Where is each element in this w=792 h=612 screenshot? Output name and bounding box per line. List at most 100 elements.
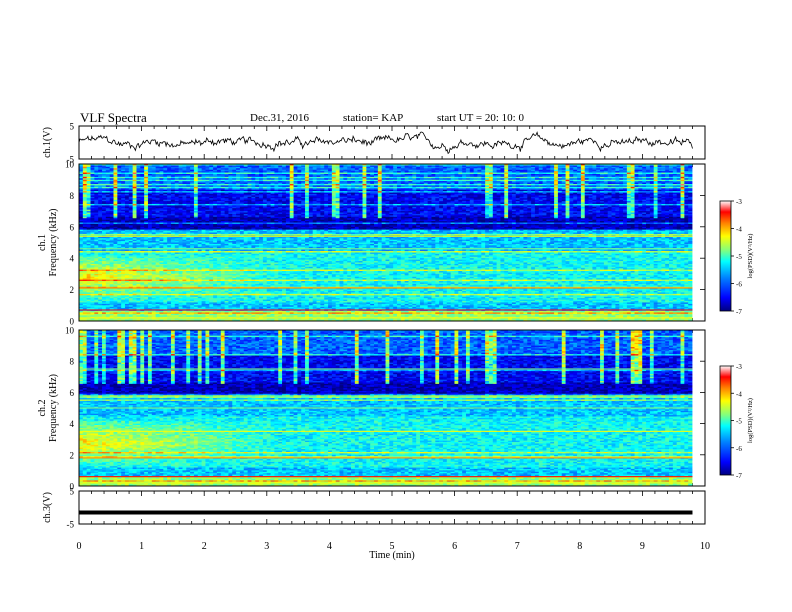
spectrogram-cell [370, 182, 375, 185]
spectrogram-cell [182, 164, 187, 166]
spectrogram-cell [396, 175, 402, 178]
spectrogram-cell [289, 183, 294, 186]
spectrogram-cell [596, 176, 601, 179]
spectrogram-cell [354, 165, 360, 168]
spectrogram-cell [155, 166, 160, 169]
spectrogram-cell [136, 166, 141, 169]
spectrogram-cell [147, 181, 153, 183]
spectrogram-cell [297, 165, 302, 168]
spectrogram-cell [285, 165, 291, 168]
spectrogram-cell [676, 171, 681, 173]
spectrogram-cell [534, 175, 540, 178]
spectrogram-cell [638, 164, 643, 166]
spectrogram-cell [255, 164, 260, 166]
spectrogram-cell [465, 181, 471, 183]
spectrogram-cell [542, 185, 547, 188]
spectrogram-cell [592, 172, 597, 175]
spectrogram-cell [354, 166, 360, 169]
spectrogram-cell [446, 172, 452, 175]
spectrogram-cell [416, 176, 421, 179]
spectrogram-cell [320, 175, 325, 178]
spectrogram-cell [680, 166, 685, 169]
spectrogram-cell [220, 183, 225, 186]
spectrogram-cell [573, 165, 578, 168]
spectrogram-cell [446, 165, 452, 168]
spectrogram-cell [389, 179, 394, 182]
spectrogram-cell [515, 164, 520, 166]
spectrogram-cell [454, 173, 459, 176]
spectrogram-cell [477, 179, 482, 182]
spectrogram-cell [197, 169, 202, 172]
spectrogram-cell [305, 176, 310, 179]
spectrogram-cell [201, 164, 206, 166]
spectrogram-cell [665, 183, 670, 186]
spectrogram-cell [201, 178, 206, 181]
spectrogram-cell [458, 169, 463, 172]
spectrogram-cell [374, 164, 379, 166]
spectrogram-cell [354, 183, 360, 186]
spectrogram-cell [228, 183, 233, 186]
spectrogram-cell [523, 176, 528, 179]
spectrogram-cell [419, 182, 425, 185]
spectrogram-cell [243, 179, 248, 182]
spectrogram-cell [377, 176, 383, 179]
spectrogram-cell [320, 183, 325, 186]
spectrogram-cell [174, 169, 180, 172]
spectrogram-cell [293, 165, 298, 168]
spectrogram-cell [328, 176, 333, 179]
spectrogram-cell [316, 166, 321, 169]
spectrogram-cell [615, 168, 620, 171]
spectrogram-cell [665, 172, 670, 175]
spectrogram-cell [167, 173, 172, 176]
spectrogram-cell [79, 178, 84, 181]
spectrogram-cell [485, 168, 490, 171]
spectrogram-cell [431, 179, 436, 182]
spectrogram-cell [343, 169, 348, 172]
spectrogram-cell [312, 173, 317, 176]
spectrogram-cell [423, 168, 429, 171]
spectrogram-cell [167, 169, 172, 172]
spectrogram-cell [611, 181, 616, 183]
spectrogram-cell [236, 172, 241, 175]
spectrogram-cell [508, 176, 513, 179]
spectrogram-cell [416, 179, 421, 182]
spectrogram-cell [584, 172, 589, 175]
spectrogram-cell [170, 182, 176, 185]
spectrogram-cell [354, 178, 360, 181]
spectrogram-cell [596, 171, 601, 173]
spectrogram-cell [542, 178, 547, 181]
spectrogram-cell [358, 182, 363, 185]
spectrogram-cell [285, 185, 291, 188]
spectrogram-cell [285, 176, 291, 179]
spectrogram-cell [573, 183, 578, 186]
spectrogram-cell [580, 179, 586, 182]
spectrogram-cell [665, 169, 670, 172]
spectrogram-cell [262, 181, 268, 183]
spectrogram-cell [496, 165, 501, 168]
spectrogram-cell [504, 181, 509, 183]
spectrogram-cell [155, 182, 160, 185]
spectrogram-cell [542, 176, 547, 179]
spectrogram-cell [400, 165, 406, 168]
spectrogram-cell [79, 166, 84, 169]
spectrogram-cell [224, 183, 229, 186]
spectrogram-cell [465, 165, 471, 168]
spectrogram-cell [354, 168, 360, 171]
spectrogram-cell [680, 176, 685, 179]
spectrogram-cell [201, 181, 206, 183]
spectrogram-cell [492, 182, 497, 185]
spectrogram-cell [676, 183, 681, 186]
spectrogram-cell [366, 176, 371, 179]
spectrogram-cell [661, 165, 666, 168]
y-tick-label: 5 [70, 122, 75, 132]
spectrogram-cell [167, 171, 172, 173]
spectrogram-cell [320, 165, 325, 168]
spectrogram-cell [669, 175, 674, 178]
spectrogram-cell [270, 182, 275, 185]
spectrogram-cell [301, 179, 306, 182]
spectrogram-cell [113, 172, 118, 175]
spectrogram-cell [259, 182, 264, 185]
spectrogram-cell [201, 171, 206, 173]
spectrogram-cell [492, 168, 497, 171]
spectrogram-cell [488, 176, 494, 179]
